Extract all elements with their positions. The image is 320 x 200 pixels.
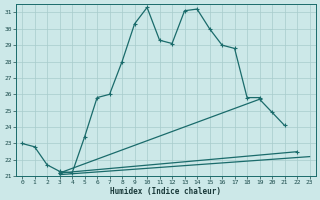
X-axis label: Humidex (Indice chaleur): Humidex (Indice chaleur): [110, 187, 221, 196]
